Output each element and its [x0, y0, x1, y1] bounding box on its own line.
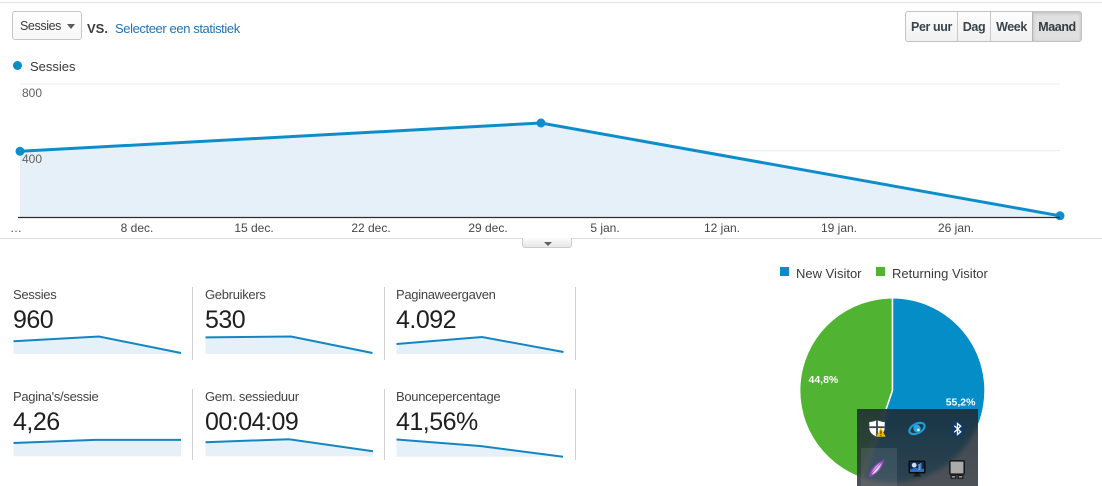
svg-text:800: 800	[22, 86, 42, 100]
svg-text:5 jan.: 5 jan.	[590, 221, 619, 235]
svg-text:44,8%: 44,8%	[809, 374, 839, 386]
svg-text:29 dec.: 29 dec.	[468, 221, 507, 235]
svg-text:26 jan.: 26 jan.	[938, 221, 974, 235]
svg-text:15 dec.: 15 dec.	[234, 221, 273, 235]
svg-text:12 jan.: 12 jan.	[704, 221, 740, 235]
svg-text:…: …	[10, 221, 22, 235]
svg-text:19 jan.: 19 jan.	[821, 221, 857, 235]
svg-text:400: 400	[22, 152, 42, 166]
svg-text:22 dec.: 22 dec.	[351, 221, 390, 235]
svg-text:55,2%: 55,2%	[946, 397, 976, 409]
svg-text:8 dec.: 8 dec.	[121, 221, 154, 235]
